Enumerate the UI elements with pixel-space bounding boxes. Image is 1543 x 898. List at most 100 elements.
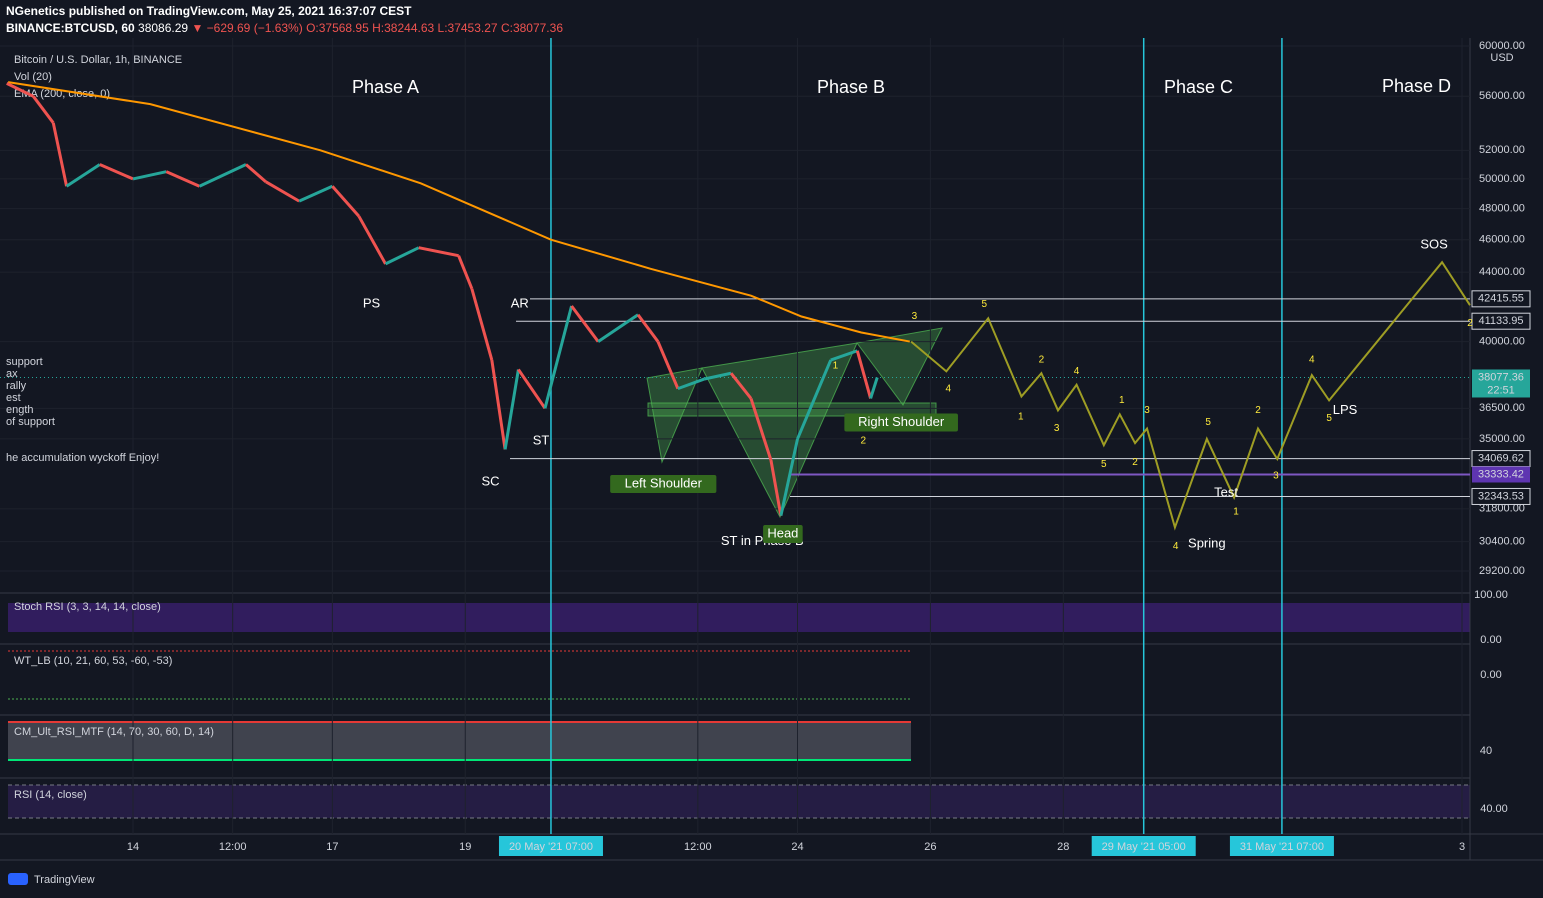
price-segment [418,246,459,258]
projection-path [910,260,1471,531]
price-segment [779,438,799,517]
price-segment [244,163,267,183]
wave-label: 1 [1018,412,1024,423]
price-segment [636,313,660,343]
level-box [1471,487,1531,505]
price-segment [132,170,167,181]
note: est [6,392,21,404]
cm-band [8,722,911,760]
legend-ema: EMA (200, close, 0) [14,88,110,100]
wave-label: 3 [1144,405,1150,416]
indicator-tick: 40.00 [1480,803,1508,815]
y-tick-label: 46000.00 [1479,234,1525,246]
price-segment [597,313,639,343]
annotation: SOS [1420,237,1448,252]
pattern-label: Head [767,525,798,540]
level-label: 32343.53 [1478,490,1524,502]
price-segment [32,95,55,124]
price-segment [65,163,101,188]
wave-label: 2 [1132,457,1138,468]
wave-label: 3 [1054,423,1060,434]
pattern-label: Left Shoulder [625,475,703,490]
annotation: Test [1214,484,1238,499]
wave-label: 1 [1233,506,1239,517]
y-tick-label: 31800.00 [1479,503,1525,515]
rsi-band [8,785,1470,818]
wave-label: 2 [1255,405,1261,416]
level-label: 33333.42 [1478,468,1524,480]
marker-label: 20 May '21 07:00 [509,841,593,853]
price-segment [457,255,474,290]
y-tick-label: 50000.00 [1479,173,1525,185]
level-box [1472,466,1530,483]
price-segment [517,368,547,410]
price-segment [198,163,247,188]
wave-label: 3 [1273,471,1279,482]
pattern-label: Right Shoulder [858,414,945,429]
indicator-tick: 0.00 [1480,669,1501,681]
price-segment [769,459,783,516]
countdown: 22:51 [1487,384,1515,396]
price-segment [503,369,520,450]
note: he accumulation wyckoff Enjoy! [6,452,159,464]
x-tick-label: 28 [1057,841,1069,853]
x-tick-label: 26 [924,841,936,853]
indicator-tick: 0.00 [1480,634,1501,646]
price-segment [796,359,833,440]
price-segment [490,359,507,450]
level-box [1471,312,1531,330]
wave-label: 5 [1205,417,1211,428]
pattern-box [844,413,958,432]
y-tick-label: 48000.00 [1479,203,1525,215]
price-segment [729,372,753,400]
wave-label: 2 [1467,318,1473,329]
price-segment [6,82,34,98]
footer: TradingView [8,873,95,886]
marker-label: 29 May '21 05:00 [1102,841,1186,853]
marker-box [1091,836,1196,856]
current-label: 38077.36 [1478,371,1524,383]
price-segment [357,215,387,265]
annotation: PS [363,296,381,311]
price-segment [99,163,134,181]
x-tick-label: 24 [791,841,803,853]
wave-label: 5 [981,299,987,310]
price-segment [855,350,873,399]
currency: USD [1490,52,1513,64]
price-segment [869,377,879,399]
y-tick-label: 29200.00 [1479,565,1525,577]
legend-vol: Vol (20) [14,71,52,83]
note: rally [6,380,27,392]
legend-title: Bitcoin / U.S. Dollar, 1h, BINANCE [14,54,182,66]
indicator-tick: 100.00 [1474,589,1508,601]
pattern-box [610,475,717,494]
wave-label: 5 [1101,459,1107,470]
wave-label: 1 [1119,395,1125,406]
phase-label: Phase D [1382,76,1451,96]
current-box [1472,369,1530,398]
y-tick-label: 60000.00 [1479,40,1525,52]
price-segment [51,122,69,187]
stoch-band [8,603,1470,632]
indicator-tick: 40 [1480,745,1492,757]
wave-label: 1 [833,360,839,371]
y-tick-label: 40000.00 [1479,335,1525,347]
price-segment [470,288,494,361]
wave-label: 5 [1326,413,1332,424]
y-tick-label: 35000.00 [1479,433,1525,445]
price-segment [704,371,732,381]
indicator-label: CM_Ult_RSI_MTF (14, 70, 30, 60, D, 14) [14,726,214,738]
level-box [1471,290,1531,308]
y-tick-label: 30400.00 [1479,536,1525,548]
y-tick-label: 36500.00 [1479,402,1525,414]
marker-box [498,836,603,856]
y-tick-label: 56000.00 [1479,90,1525,102]
price-segment [749,397,773,461]
panel-separators [0,38,1543,861]
x-tick-label: 3 [1459,841,1465,853]
x-tick-label: 14 [127,841,139,853]
y-tick-label: 52000.00 [1479,144,1525,156]
marker-label: 31 May '21 07:00 [1240,841,1324,853]
annotation: AR [511,296,529,311]
